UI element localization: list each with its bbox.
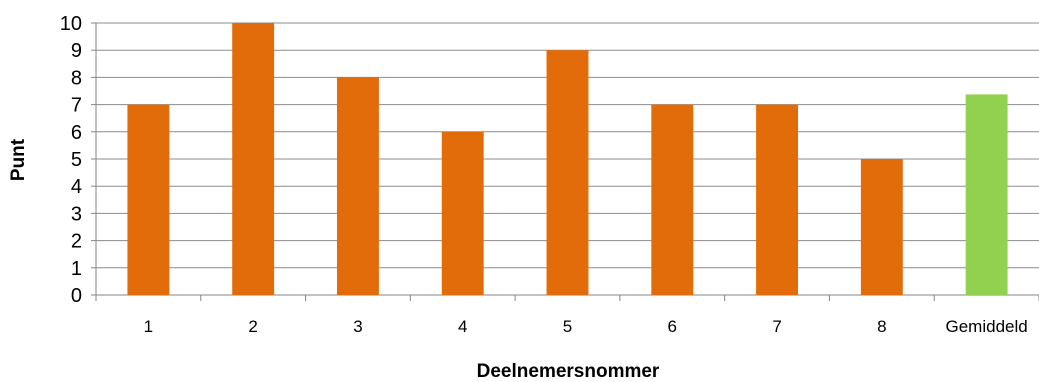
y-tick-label: 1 [71, 258, 82, 280]
y-tick-label: 4 [71, 176, 82, 198]
y-tick-label: 0 [71, 285, 82, 307]
x-tick-label: 1 [144, 317, 153, 336]
x-tick-labels: 1 2 3 4 5 6 7 8 Gemiddeld [144, 317, 1028, 336]
y-tick-label: 8 [71, 67, 82, 89]
y-tick-label: 6 [71, 122, 82, 144]
x-axis-title: Deelnemersnommer [477, 361, 660, 382]
x-tick-label: 6 [668, 317, 677, 336]
x-tick-label: 4 [458, 317, 467, 336]
x-tick-label: Gemiddeld [946, 317, 1028, 336]
bar-4 [441, 131, 484, 295]
x-tick-label: 5 [563, 317, 572, 336]
bar-3 [336, 77, 379, 296]
bar-2 [232, 23, 275, 295]
bar-6 [651, 104, 694, 295]
y-tick-label: 10 [60, 13, 82, 35]
y-tick-label: 7 [71, 95, 82, 117]
bar-5 [546, 50, 589, 296]
x-tick-label: 2 [248, 317, 257, 336]
bar-1 [127, 104, 170, 295]
bars [127, 23, 1008, 296]
x-tick-label: 3 [353, 317, 362, 336]
x-tick-label: 8 [877, 317, 886, 336]
y-tick-label: 9 [71, 40, 82, 62]
y-tick-label: 2 [71, 231, 82, 253]
y-tick-labels: 0 1 2 3 4 5 6 7 8 9 10 [60, 13, 82, 307]
bar-gemiddeld [965, 94, 1008, 296]
x-tick-label: 7 [772, 317, 781, 336]
y-axis-title: Punt [8, 138, 29, 181]
y-tick-label: 3 [71, 203, 82, 225]
bar-7 [756, 104, 799, 295]
y-tick-label: 5 [71, 149, 82, 171]
bar-8 [860, 159, 903, 295]
